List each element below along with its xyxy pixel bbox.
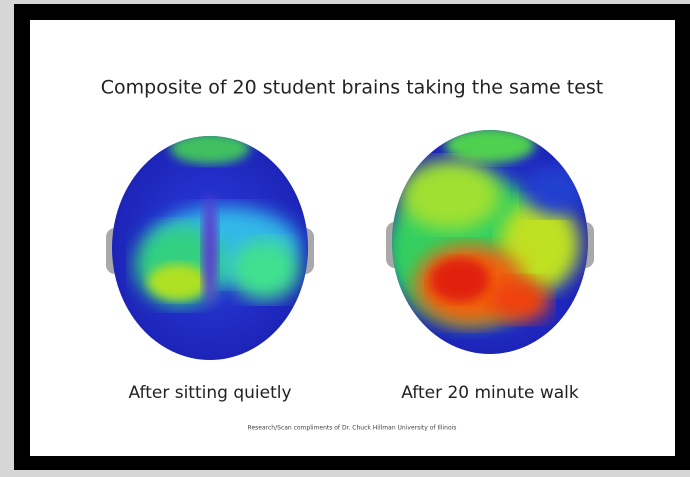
caption: After sitting quietly <box>128 383 291 403</box>
credit: Research/Scan compliments of Dr. Chuck H… <box>248 425 457 432</box>
scene: Composite of 20 student brains taking th… <box>0 0 690 477</box>
page: Composite of 20 student brains taking th… <box>0 0 690 477</box>
caption: After 20 minute walk <box>401 383 579 403</box>
title: Composite of 20 student brains taking th… <box>101 77 603 99</box>
